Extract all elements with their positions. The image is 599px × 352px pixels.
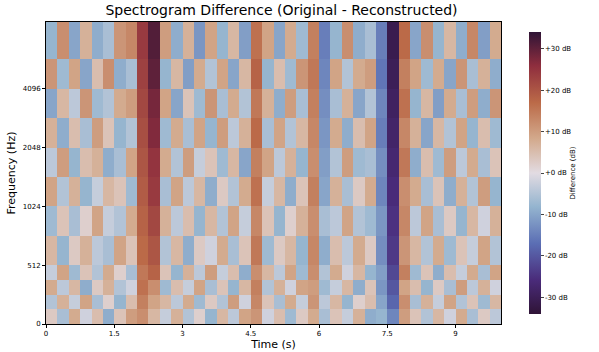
svg-text:+20 dB: +20 dB bbox=[545, 87, 571, 95]
svg-text:+30 dB: +30 dB bbox=[545, 45, 571, 53]
svg-text:3: 3 bbox=[180, 330, 184, 338]
svg-text:7.5: 7.5 bbox=[382, 330, 393, 338]
svg-text:0: 0 bbox=[36, 320, 40, 328]
svg-text:+10 dB: +10 dB bbox=[545, 128, 571, 136]
svg-text:Difference (dB): Difference (dB) bbox=[569, 146, 577, 199]
svg-text:-10 dB: -10 dB bbox=[545, 211, 568, 219]
svg-text:-20 dB: -20 dB bbox=[545, 252, 568, 260]
svg-text:4.5: 4.5 bbox=[245, 330, 256, 338]
svg-text:6: 6 bbox=[317, 330, 322, 338]
svg-text:-30 dB: -30 dB bbox=[545, 294, 568, 302]
svg-text:1024: 1024 bbox=[23, 203, 41, 211]
svg-text:0: 0 bbox=[44, 330, 48, 338]
svg-text:512: 512 bbox=[27, 262, 40, 270]
svg-text:Frequency (Hz): Frequency (Hz) bbox=[5, 132, 18, 215]
svg-text:1.5: 1.5 bbox=[109, 330, 120, 338]
svg-text:+0 dB: +0 dB bbox=[545, 169, 567, 177]
svg-text:2048: 2048 bbox=[23, 144, 41, 152]
svg-text:Time (s): Time (s) bbox=[250, 338, 296, 351]
svg-text:Spectrogram Difference (Origin: Spectrogram Difference (Original - Recon… bbox=[105, 2, 457, 18]
svg-text:9: 9 bbox=[453, 330, 457, 338]
svg-text:4096: 4096 bbox=[23, 85, 41, 93]
